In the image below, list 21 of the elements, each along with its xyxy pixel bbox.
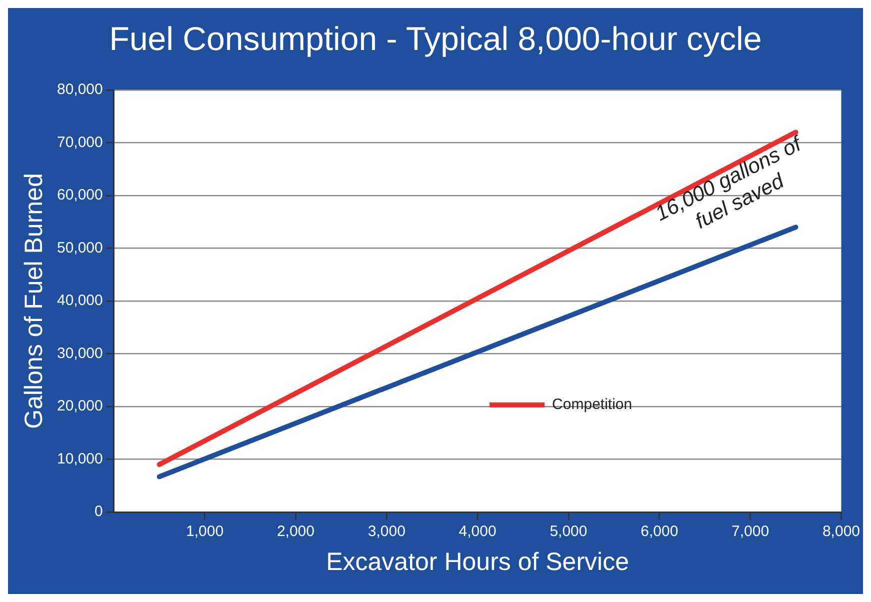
y-tick-label: 20,000 <box>56 398 103 415</box>
y-tick-label: 0 <box>94 503 103 520</box>
y-tick-label: 70,000 <box>56 134 103 151</box>
x-tick-label: 3,000 <box>368 523 406 540</box>
y-axis-title: Gallons of Fuel Burned <box>20 173 48 429</box>
y-tick-label: 30,000 <box>56 344 103 362</box>
x-axis-title: Excavator Hours of Service <box>326 548 630 576</box>
chart-title: Fuel Consumption - Typical 8,000-hour cycle <box>108 20 763 58</box>
x-tick-label: 2,000 <box>276 523 314 540</box>
x-tick-label: 1,000 <box>186 523 224 540</box>
y-tick-label: 10,000 <box>56 450 103 468</box>
y-tick-label: 40,000 <box>56 292 103 310</box>
x-tick-label: 7,000 <box>732 523 770 540</box>
y-tick-label: 60,000 <box>56 186 103 204</box>
y-tick-label: 80,000 <box>56 81 103 98</box>
x-tick-label: 5,000 <box>550 523 588 540</box>
legend-label: Competition <box>552 396 632 414</box>
y-tick-label: 50,000 <box>56 239 103 256</box>
x-tick-label: 6,000 <box>640 523 678 540</box>
x-tick-label: 4,000 <box>458 523 496 540</box>
x-tick-label: 8,000 <box>822 523 860 540</box>
